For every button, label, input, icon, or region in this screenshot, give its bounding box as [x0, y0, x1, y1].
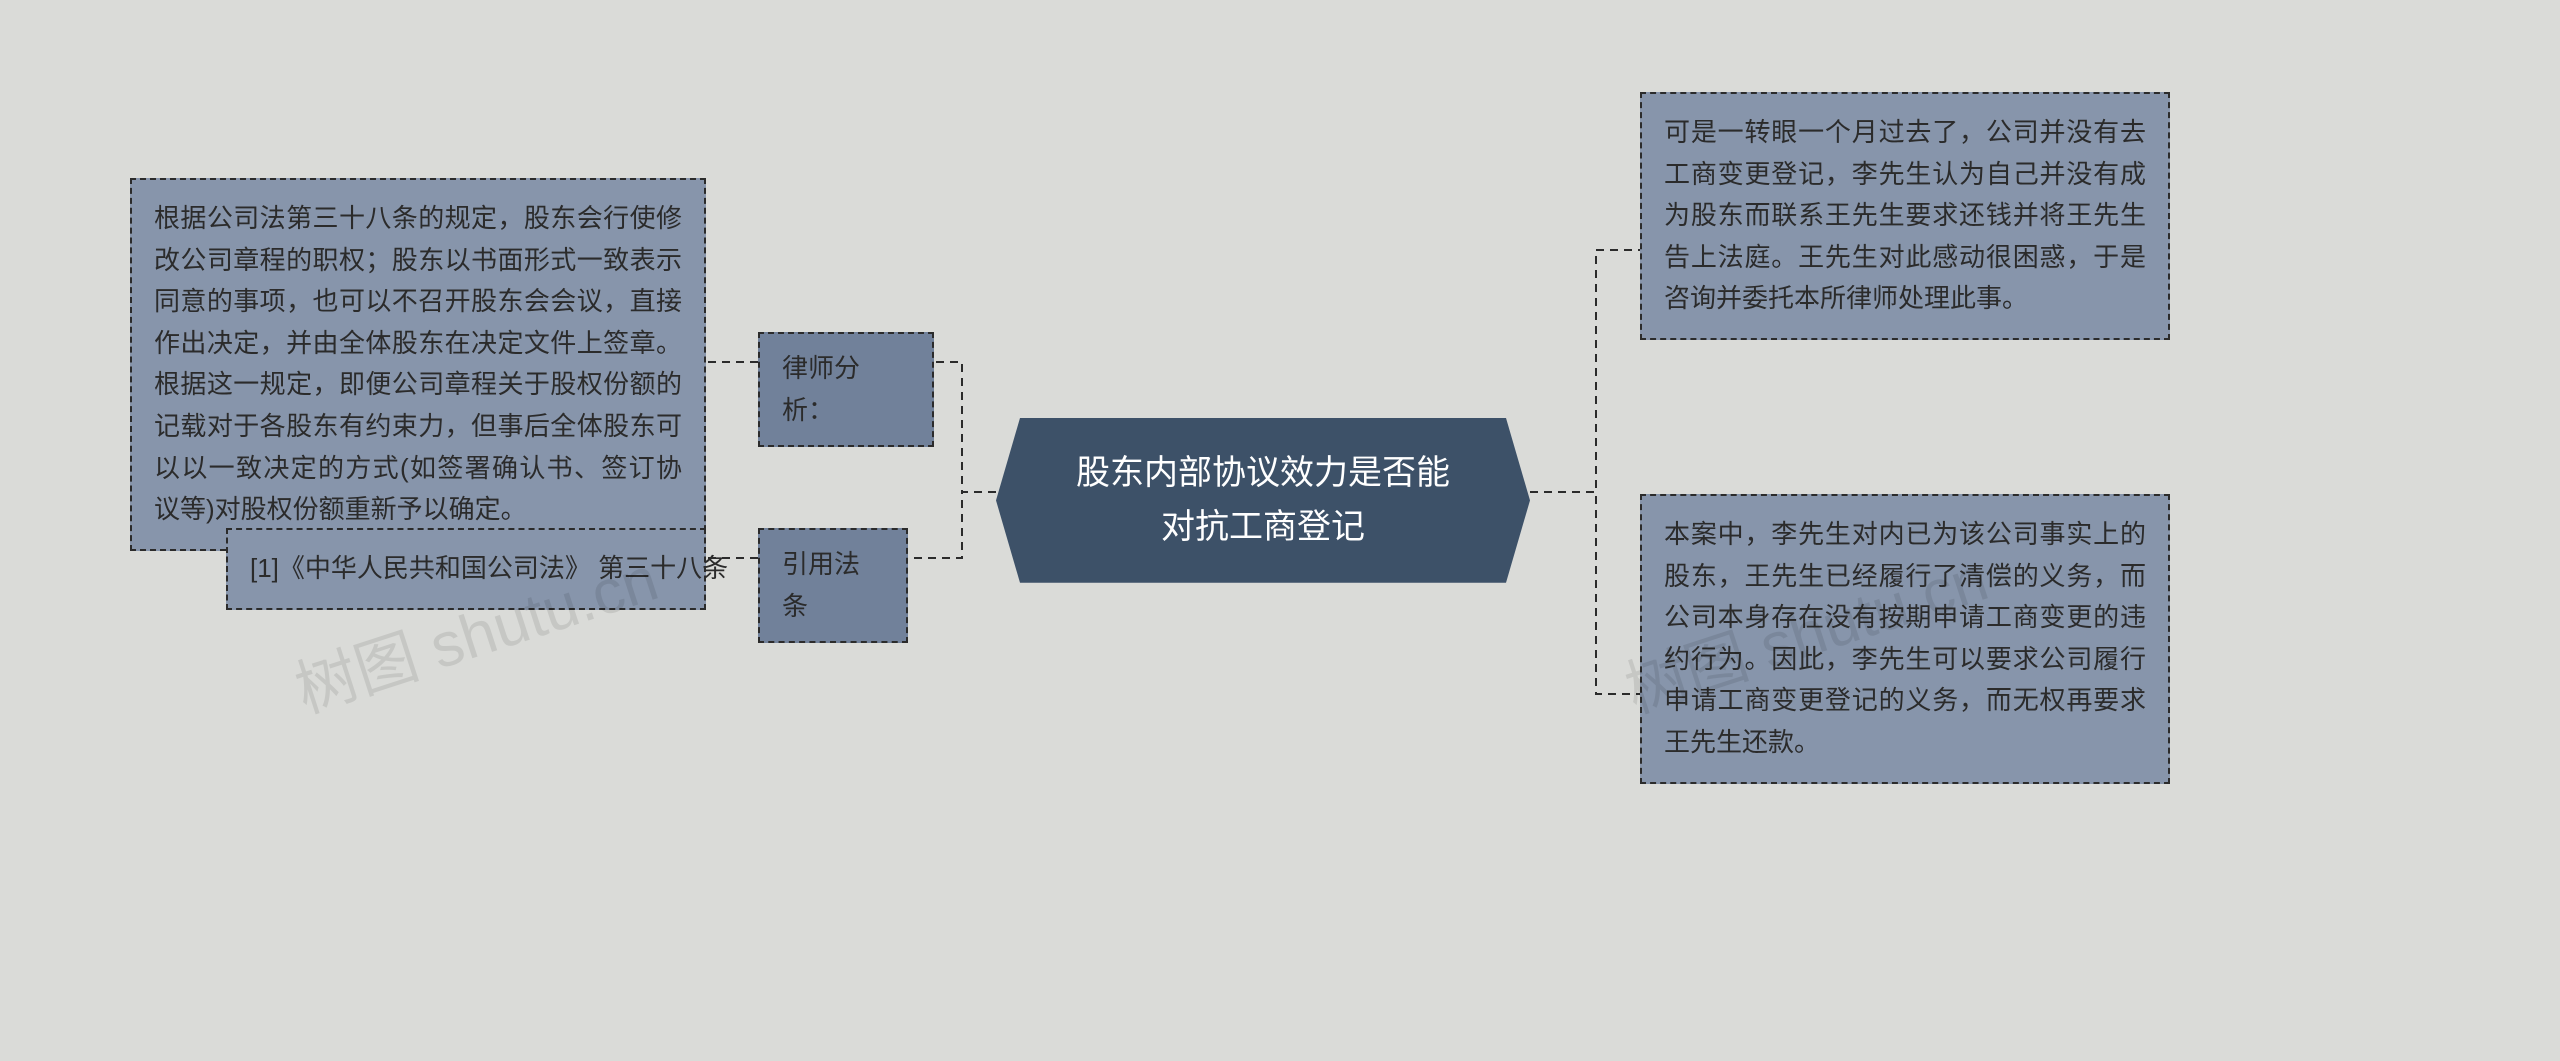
branch-cited-law: 引用法条: [758, 528, 908, 643]
leaf-cited-law-text: [1]《中华人民共和国公司法》 第三十八条: [226, 528, 706, 610]
branch-lawyer-analysis: 律师分析：: [758, 332, 934, 447]
leaf-right-case-facts: 可是一转眼一个月过去了，公司并没有去工商变更登记，李先生认为自己并没有成为股东而…: [1640, 92, 2170, 340]
leaf-right-case-conclusion-content: 本案中，李先生对内已为该公司事实上的股东，王先生已经履行了清偿的义务，而公司本身…: [1664, 519, 2146, 757]
root-node: 股东内部协议效力是否能 对抗工商登记: [996, 418, 1530, 583]
root-line1: 股东内部协议效力是否能: [1038, 446, 1488, 500]
root-line2: 对抗工商登记: [1038, 500, 1488, 554]
leaf-lawyer-analysis-text: 根据公司法第三十八条的规定，股东会行使修改公司章程的职权；股东以书面形式一致表示…: [130, 178, 706, 551]
leaf-right-case-facts-content: 可是一转眼一个月过去了，公司并没有去工商变更登记，李先生认为自己并没有成为股东而…: [1664, 117, 2146, 313]
branch-cited-law-label: 引用法条: [782, 549, 860, 621]
leaf-cited-law-content: [1]《中华人民共和国公司法》 第三十八条: [250, 553, 728, 583]
leaf-right-case-conclusion: 本案中，李先生对内已为该公司事实上的股东，王先生已经履行了清偿的义务，而公司本身…: [1640, 494, 2170, 784]
leaf-lawyer-analysis-content: 根据公司法第三十八条的规定，股东会行使修改公司章程的职权；股东以书面形式一致表示…: [154, 203, 682, 524]
branch-lawyer-analysis-label: 律师分析：: [782, 353, 860, 425]
